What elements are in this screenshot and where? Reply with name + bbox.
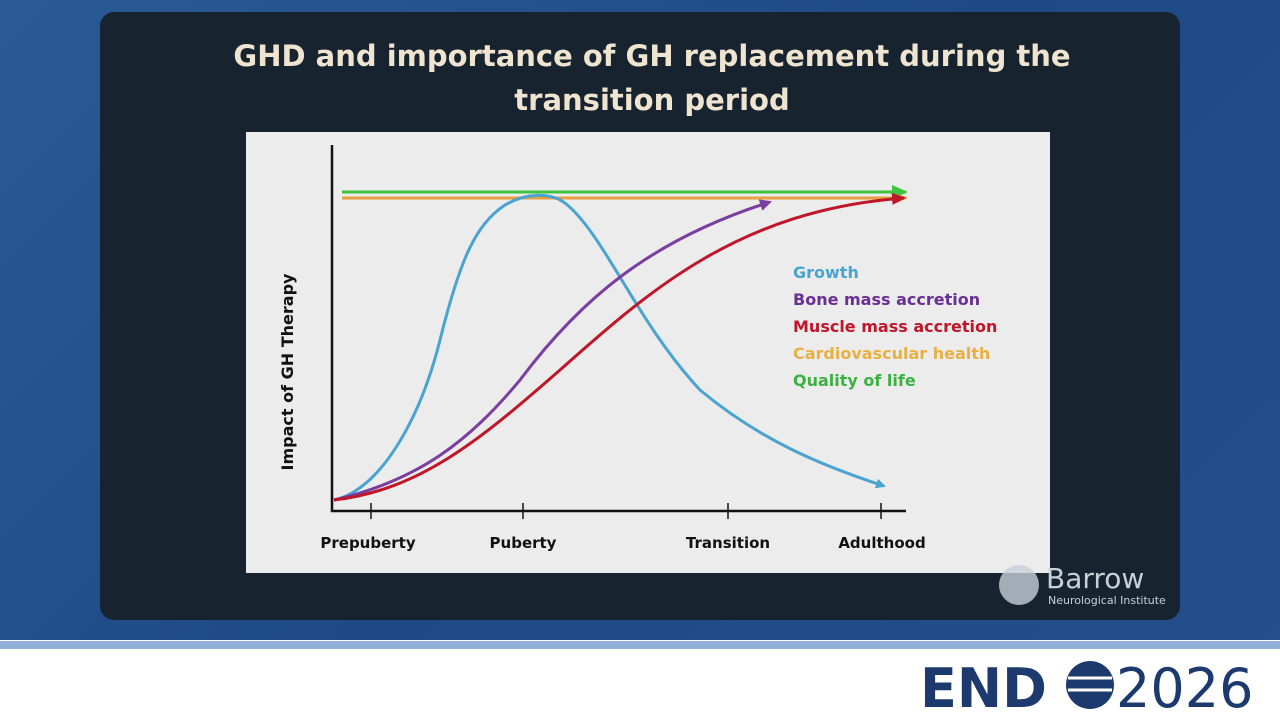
legend-item: Growth [793, 263, 859, 282]
watermark-name: Barrow [1046, 562, 1144, 595]
x-label: Puberty [490, 534, 557, 552]
watermark-icon [999, 565, 1039, 605]
x-label: Adulthood [838, 534, 925, 552]
legend-item: Cardiovascular health [793, 344, 990, 363]
watermark-subtitle: Neurological Institute [1048, 594, 1166, 607]
legend-item: Quality of life [793, 371, 916, 390]
x-label: Transition [686, 534, 770, 552]
axes [330, 145, 906, 519]
logo-left: END [920, 657, 1047, 720]
logo-right: 2026 [1116, 657, 1253, 720]
diagram-bg [246, 132, 1050, 573]
logo-globe-lines [1068, 676, 1112, 692]
legend-item: Bone mass accretion [793, 290, 980, 309]
footer-stripe [0, 641, 1280, 649]
logo-globe [1066, 661, 1114, 709]
y-axis-label: Impact of GH Therapy [278, 273, 297, 470]
curves [333, 185, 908, 502]
slide-title: GHD and importance of GH replacement dur… [233, 39, 1071, 117]
legend-item: Muscle mass accretion [793, 317, 997, 336]
x-label: Prepuberty [320, 534, 415, 552]
